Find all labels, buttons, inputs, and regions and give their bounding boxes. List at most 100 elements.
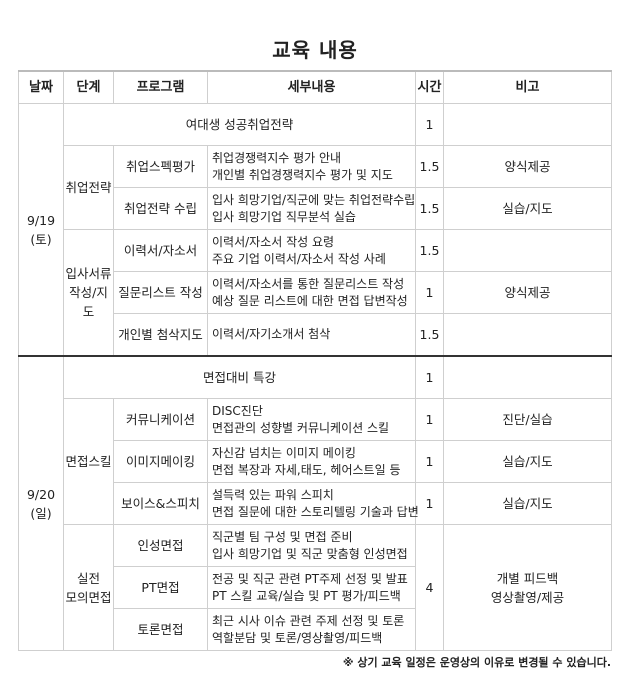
note-cell: 양식제공 (443, 145, 612, 188)
table-row: 보이스&스피치 설득력 있는 파워 스피치 면접 질문에 대한 스토리텔링 기술과… (19, 482, 612, 525)
stage-line: 실전 (76, 570, 100, 586)
detail-line: 면접 복장과 자세,태도, 헤어스트일 등 (212, 462, 401, 477)
program-cell: 이미지메이킹 (113, 440, 208, 483)
program-cell: 토론면접 (113, 608, 208, 651)
header-stage: 단계 (63, 70, 114, 104)
detail-line: 이력서/자소서를 통한 질문리스트 작성 (212, 276, 405, 291)
note-cell: 진단/실습 (443, 398, 612, 441)
detail-line: 역할분담 및 토론/영상촬영/피드백 (212, 630, 383, 645)
header-program: 프로그램 (113, 70, 208, 104)
detail-line: 최근 시사 이슈 관련 주제 선정 및 토론 (212, 613, 405, 628)
time-cell: 1 (415, 440, 444, 483)
note-cell: 실습/지도 (443, 440, 612, 483)
detail-line: 주요 기업 이력서/자소서 작성 사례 (212, 251, 386, 266)
header-details: 세부내용 (207, 70, 416, 104)
weekday: (토) (30, 231, 52, 247)
table-row: 9/20 (일) 면접대비 특강 1 (18, 355, 612, 651)
program-cell: 인성면접 (113, 524, 208, 567)
program-cell: 질문리스트 작성 (113, 271, 208, 314)
program-cell: 여대생 성공취업전략 (63, 103, 416, 146)
header-row: 날짜 단계 프로그램 세부내용 시간 비고 (18, 70, 612, 104)
table-row: 면접스킬 커뮤니케이션 DISC진단 면접관의 성향별 커뮤니케이션 스킬 1 진… (19, 398, 612, 525)
detail-line: 이력서/자소서 작성 요령 (212, 234, 335, 249)
date-cell: 9/19 (토) (18, 103, 64, 357)
stage-cell: 면접스킬 (63, 398, 114, 525)
date: 9/19 (26, 212, 56, 228)
header-date: 날짜 (18, 70, 64, 104)
detail-line: 예상 질문 리스트에 대한 면접 답변작성 (212, 293, 408, 308)
detail-line: 이력서/자기소개서 첨삭 (212, 327, 331, 341)
program-cell: 취업전략 수립 (113, 187, 208, 230)
note-cell: 실습/지도 (443, 187, 612, 230)
time-cell: 1.5 (415, 313, 444, 357)
detail-line: 면접 질문에 대한 스토리텔링 기술과 답변 (212, 504, 419, 519)
program-cell: 이력서/자소서 (113, 229, 208, 272)
detail-line: 입사 희망기업 직무분석 실습 (212, 209, 356, 224)
table-row: 9/19 (토) 여대생 성공취업전략 1 (18, 103, 612, 357)
table-row: 개인별 첨삭지도 이력서/자기소개서 첨삭 1.5 (19, 313, 612, 357)
note-cell: 양식제공 (443, 271, 612, 314)
detail-line: 개인별 취업경쟁력지수 평가 및 지도 (212, 167, 393, 182)
detail-line: 면접관의 성향별 커뮤니케이션 스킬 (212, 420, 390, 435)
time-cell: 1 (415, 103, 444, 146)
program-cell: 면접대비 특강 (63, 355, 416, 399)
program-cell: 개인별 첨삭지도 (113, 313, 208, 357)
time-cell: 1 (415, 271, 444, 314)
stage-line: 작성/지도 (69, 285, 108, 319)
time-cell: 1 (415, 398, 444, 441)
table-row: PT면접 전공 및 직군 관련 PT주제 선정 및 발표 PT 스킬 교육/실습 … (19, 566, 612, 609)
note-cell (443, 103, 612, 146)
detail-line: 취업경쟁력지수 평가 안내 (212, 150, 342, 165)
page-title: 교육 내용 (272, 38, 358, 62)
detail-line: 설득력 있는 파워 스피치 (212, 487, 334, 502)
header-time: 시간 (415, 70, 444, 104)
detail-line: 입사 희망기업 및 직군 맞춤형 인성면접 (212, 546, 408, 561)
time-cell: 1.5 (415, 145, 444, 188)
stage-line: 모의면접 (65, 589, 112, 605)
detail-line: 직군별 팀 구성 및 면접 준비 (212, 529, 353, 544)
program-cell: 취업스펙평가 (113, 145, 208, 188)
detail-line: DISC진단 (212, 403, 263, 418)
weekday: (일) (30, 505, 52, 521)
time-cell: 1 (415, 355, 444, 399)
stage-cell: 취업전략 (63, 145, 114, 230)
detail-line: 전공 및 직군 관련 PT주제 선정 및 발표 (212, 571, 408, 586)
note-cell (443, 313, 612, 357)
program-cell: PT면접 (113, 566, 208, 609)
note-cell: 실습/지도 (443, 482, 612, 525)
date-cell: 9/20 (일) (18, 355, 64, 651)
note-cell (443, 355, 612, 399)
header-note: 비고 (443, 70, 612, 104)
note-cell (443, 229, 612, 272)
time-cell: 1 (415, 482, 444, 525)
stage-line: 입사서류 (65, 266, 112, 281)
note-line: 개별 피드백 (496, 570, 559, 586)
time-cell: 1.5 (415, 229, 444, 272)
detail-line: 자신감 넘치는 이미지 메이킹 (212, 445, 356, 460)
details-cell: 이력서/자기소개서 첨삭 (207, 313, 416, 357)
time-cell: 4 (415, 524, 444, 651)
detail-line: 입사 희망기업/직군에 맞는 취업전략수립 (212, 192, 416, 207)
note-line: 영상촬영/제공 (490, 589, 565, 605)
schedule-table: 날짜 단계 프로그램 세부내용 시간 비고 9/19 (토) 여대생 성공취업전략… (18, 70, 612, 651)
detail-line: PT 스킬 교육/실습 및 PT 평가/피드백 (212, 588, 401, 603)
date: 9/20 (26, 486, 56, 502)
